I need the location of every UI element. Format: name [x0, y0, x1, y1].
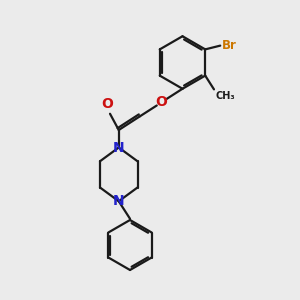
Text: O: O: [102, 97, 113, 111]
Text: Br: Br: [221, 39, 236, 52]
Text: CH₃: CH₃: [215, 91, 235, 100]
Text: N: N: [113, 194, 124, 208]
Text: O: O: [155, 95, 167, 110]
Text: N: N: [113, 140, 124, 154]
